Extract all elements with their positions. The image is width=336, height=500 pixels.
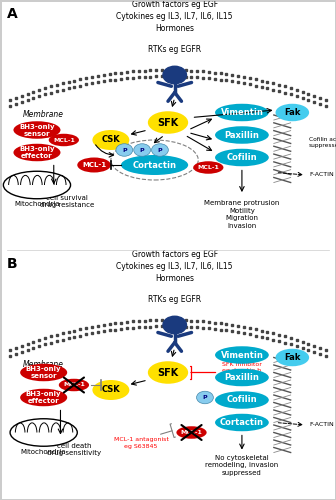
Ellipse shape (121, 155, 188, 175)
Circle shape (163, 316, 186, 334)
Text: cell survival
drug resistance: cell survival drug resistance (40, 195, 94, 208)
Text: Cortactin: Cortactin (133, 160, 176, 170)
Text: P: P (158, 148, 162, 152)
Text: SFK: SFK (157, 118, 179, 128)
Ellipse shape (215, 391, 269, 409)
Ellipse shape (77, 158, 111, 172)
Text: P: P (140, 148, 144, 152)
Text: No cytoskeletal
remodeling, invasion
suppressed: No cytoskeletal remodeling, invasion sup… (205, 455, 279, 476)
Text: MCL-1: MCL-1 (53, 138, 75, 142)
Text: Membrane: Membrane (23, 110, 64, 119)
Text: RTKs eg EGFR: RTKs eg EGFR (148, 295, 201, 304)
Ellipse shape (215, 126, 269, 144)
Ellipse shape (215, 346, 269, 364)
Ellipse shape (13, 144, 60, 161)
Ellipse shape (276, 104, 309, 121)
Text: BH3-only
sensor: BH3-only sensor (19, 124, 55, 136)
Text: B: B (7, 258, 17, 272)
Ellipse shape (10, 419, 77, 446)
Circle shape (116, 144, 133, 156)
Ellipse shape (215, 414, 269, 431)
Text: MCL-1 antagonist
eg S63845: MCL-1 antagonist eg S63845 (114, 438, 169, 448)
Text: cell death
drug sensitivity: cell death drug sensitivity (47, 442, 101, 456)
Ellipse shape (148, 112, 188, 134)
Text: F-ACTIN: F-ACTIN (309, 172, 334, 178)
Text: Mitochondria: Mitochondria (21, 449, 67, 455)
Text: Paxillin: Paxillin (224, 373, 259, 382)
Text: Fak: Fak (284, 353, 300, 362)
Ellipse shape (215, 104, 269, 121)
Ellipse shape (20, 364, 67, 381)
Text: P: P (203, 395, 207, 400)
Text: MCL-1: MCL-1 (180, 430, 203, 435)
Text: SFK inhibitor
eg dasatin b: SFK inhibitor eg dasatin b (222, 362, 262, 373)
Ellipse shape (3, 171, 71, 198)
Text: Cofilin: Cofilin (226, 396, 257, 404)
Ellipse shape (176, 426, 207, 439)
Text: P: P (122, 148, 127, 152)
Circle shape (163, 66, 186, 84)
Ellipse shape (276, 349, 309, 366)
Ellipse shape (215, 369, 269, 386)
Text: Cofilin activity
suppressed: Cofilin activity suppressed (309, 137, 336, 148)
Text: SFK: SFK (157, 368, 179, 378)
Ellipse shape (92, 130, 129, 150)
Circle shape (197, 391, 213, 404)
Ellipse shape (13, 121, 60, 138)
Ellipse shape (59, 379, 89, 391)
Circle shape (152, 144, 168, 156)
Text: Growth factors eg EGF
Cytokines eg IL3, IL7, IL6, IL15
Hormones: Growth factors eg EGF Cytokines eg IL3, … (117, 0, 233, 32)
Text: Cortactin: Cortactin (220, 418, 264, 427)
Text: CSK: CSK (101, 386, 120, 394)
Text: F-ACTIN: F-ACTIN (309, 422, 334, 428)
Text: MCL-1: MCL-1 (63, 382, 85, 388)
Text: Mitochondria: Mitochondria (14, 201, 60, 207)
Text: BH3-only
effector: BH3-only effector (19, 146, 55, 159)
Ellipse shape (193, 161, 223, 174)
Text: Fak: Fak (284, 108, 300, 117)
Ellipse shape (92, 380, 129, 400)
Ellipse shape (215, 149, 269, 166)
Ellipse shape (148, 361, 188, 384)
Text: Growth factors eg EGF
Cytokines eg IL3, IL7, IL6, IL15
Hormones: Growth factors eg EGF Cytokines eg IL3, … (117, 250, 233, 282)
Text: BH3-only
sensor: BH3-only sensor (26, 366, 61, 379)
Text: MCL-1: MCL-1 (197, 165, 219, 170)
Text: Paxillin: Paxillin (224, 130, 259, 140)
Text: Vimentin: Vimentin (220, 350, 263, 360)
Text: A: A (7, 8, 17, 22)
Text: MCL-1: MCL-1 (82, 162, 106, 168)
Text: CSK: CSK (101, 136, 120, 144)
Text: RTKs eg EGFR: RTKs eg EGFR (148, 45, 201, 54)
Circle shape (134, 144, 151, 156)
Ellipse shape (20, 389, 67, 406)
Text: Membrane: Membrane (23, 360, 64, 369)
Text: BH3-only
effector: BH3-only effector (26, 391, 61, 404)
Text: Cofilin: Cofilin (226, 153, 257, 162)
Text: Membrane protrusion
Motility
Migration
Invasion: Membrane protrusion Motility Migration I… (204, 200, 280, 228)
Ellipse shape (49, 134, 79, 146)
Text: Vimentin: Vimentin (220, 108, 263, 117)
